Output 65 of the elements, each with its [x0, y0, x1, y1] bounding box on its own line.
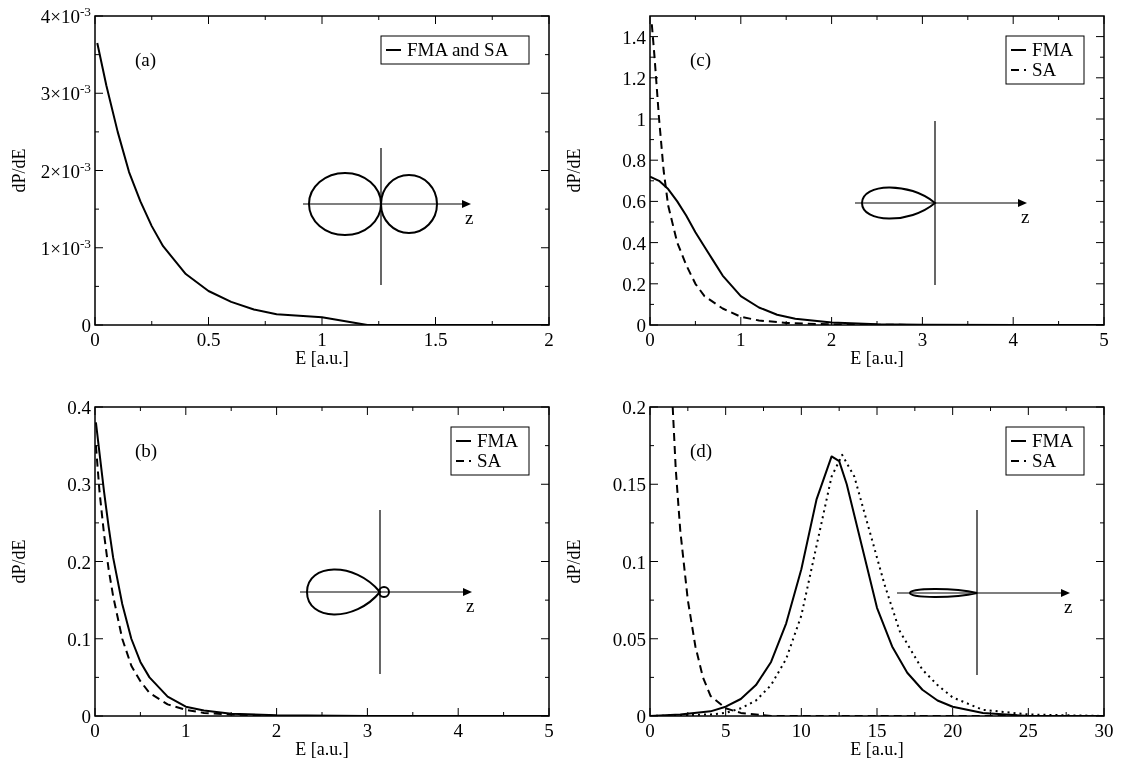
x-tick-label: 1.5	[423, 329, 448, 350]
y-tick-label: 0.2	[622, 273, 646, 295]
y-tick-label: 0.8	[622, 150, 646, 172]
legend-label: SA	[477, 450, 502, 471]
y-tick-label: 1×10$^{-3}$	[40, 235, 92, 259]
y-tick-label: 0	[81, 315, 91, 336]
legend-label: FMA	[1032, 39, 1074, 60]
y-tick-label: 0	[81, 706, 91, 727]
y-tick-label: 0.3	[67, 474, 91, 496]
y-tick-label: 0	[636, 706, 646, 727]
legend-label: SA	[1032, 450, 1057, 471]
y-axis-title: dP/dE	[564, 539, 584, 584]
annotation: z	[1021, 206, 1030, 227]
annotation: z	[466, 595, 475, 616]
y-tick-label: 0.2	[67, 551, 91, 573]
annotation: (c)	[690, 49, 712, 71]
x-axis-title: E [a.u.]	[850, 348, 904, 368]
y-tick-label: 0	[636, 315, 646, 336]
x-tick-label: 5	[720, 720, 731, 741]
x-tick-label: 25	[1018, 720, 1038, 741]
x-tick-label: 10	[791, 720, 811, 741]
y-axis-title: dP/dE	[9, 539, 29, 584]
x-tick-label: 3	[362, 720, 373, 741]
x-axis-title: E [a.u.]	[295, 739, 349, 759]
annotation: (a)	[135, 49, 157, 71]
x-tick-label: 5	[1099, 329, 1109, 350]
x-tick-label: 15	[867, 720, 887, 741]
y-tick-label: 0.6	[622, 191, 646, 213]
x-tick-label: 0.5	[196, 329, 221, 350]
x-axis-title: E [a.u.]	[850, 739, 904, 759]
y-tick-label: 0.1	[622, 551, 646, 573]
annotation: (d)	[690, 440, 713, 462]
y-tick-label: 0.1	[67, 628, 91, 650]
y-tick-label: 1	[636, 109, 646, 130]
y-tick-label: 2×10$^{-3}$	[40, 158, 92, 182]
y-axis-title: dP/dE	[9, 148, 29, 193]
x-tick-label: 5	[544, 720, 554, 741]
x-tick-label: 20	[943, 720, 963, 741]
y-tick-label: 0.4	[622, 232, 647, 254]
x-tick-label: 2	[826, 329, 837, 350]
annotation: (b)	[135, 440, 158, 462]
x-tick-label: 1	[181, 720, 191, 741]
x-tick-label: 2	[271, 720, 282, 741]
y-tick-label: 0.2	[622, 397, 646, 418]
x-tick-label: 2	[544, 329, 554, 350]
legend-label: FMA	[1032, 430, 1074, 451]
y-tick-label: 0.15	[612, 474, 646, 496]
y-tick-label: 1.4	[622, 26, 647, 48]
y-tick-label: 3×10$^{-3}$	[40, 80, 92, 105]
x-tick-label: 4	[1008, 329, 1019, 350]
y-axis-title: dP/dE	[564, 148, 584, 193]
legend-label: FMA and SA	[407, 39, 509, 60]
x-tick-label: 4	[453, 720, 464, 741]
y-tick-label: 0.05	[612, 628, 646, 650]
x-tick-label: 1	[317, 329, 327, 350]
y-tick-label: 0.4	[67, 397, 92, 418]
legend-label: SA	[1032, 59, 1057, 80]
legend-label: FMA	[477, 430, 519, 451]
annotation: z	[1064, 596, 1073, 617]
x-tick-label: 3	[917, 329, 928, 350]
y-tick-label: 1.2	[622, 67, 646, 89]
x-tick-label: 30	[1094, 720, 1114, 741]
x-tick-label: 1	[736, 329, 746, 350]
annotation: z	[465, 207, 474, 228]
x-axis-title: E [a.u.]	[295, 348, 349, 368]
